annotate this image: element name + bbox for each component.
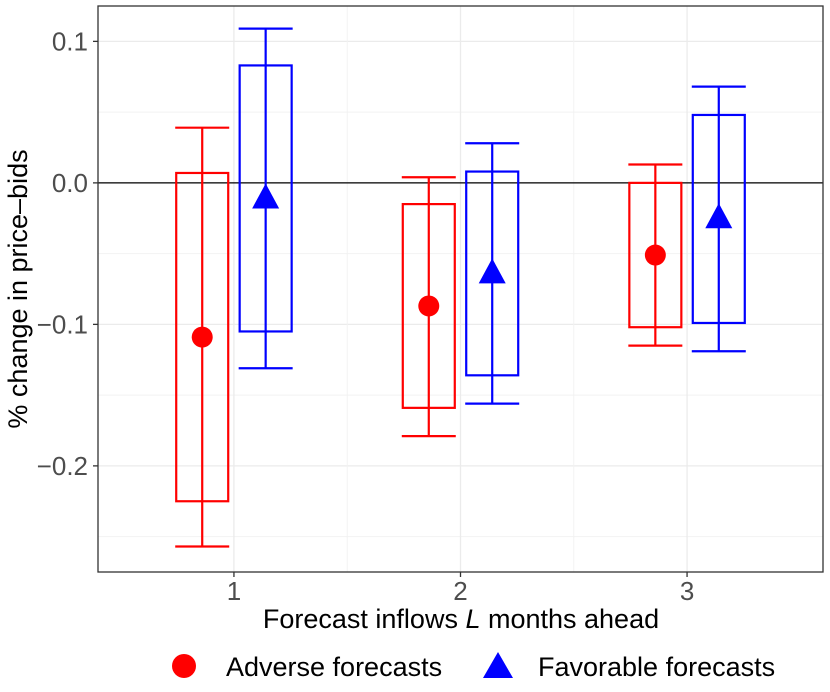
- interval-box: [238, 64, 293, 333]
- chart-marks: [175, 27, 746, 548]
- y-axis-title: % change in price–bids: [3, 149, 33, 428]
- data-group: [238, 27, 293, 370]
- estimate-point-circle: [418, 295, 440, 317]
- x-axis-title: Forecast inflows L months ahead: [263, 604, 659, 634]
- data-group: [628, 163, 683, 347]
- y-tick-label: −0.1: [37, 309, 88, 339]
- interval-box: [628, 181, 683, 329]
- y-axis: −0.2 −0.1 0.0 0.1: [37, 26, 98, 481]
- data-group: [401, 176, 456, 438]
- interval-box: [175, 171, 230, 503]
- interval-box: [691, 113, 746, 325]
- estimate-point-circle: [191, 326, 213, 348]
- estimate-point-circle: [644, 244, 666, 266]
- grid: [98, 6, 823, 572]
- x-axis: 1 2 3: [227, 572, 694, 606]
- data-group: [691, 85, 746, 353]
- data-group: [465, 142, 520, 405]
- estimate-point-triangle: [478, 258, 506, 284]
- x-tick-label: 3: [680, 576, 694, 606]
- legend-circle-icon: [172, 654, 196, 678]
- legend-triangle-icon: [483, 652, 513, 678]
- interval-box: [465, 170, 520, 377]
- x-tick-label: 1: [227, 576, 241, 606]
- x-tick-label: 2: [453, 576, 467, 606]
- estimate-point-triangle: [252, 183, 280, 209]
- y-tick-label: 0.0: [52, 168, 88, 198]
- legend-label-adverse: Adverse forecasts: [226, 652, 442, 682]
- legend: Adverse forecasts Favorable forecasts: [172, 652, 775, 682]
- legend-label-favorable: Favorable forecasts: [538, 652, 775, 682]
- interval-box: [401, 203, 456, 409]
- data-group: [175, 126, 230, 548]
- y-tick-label: −0.2: [37, 451, 88, 481]
- y-tick-label: 0.1: [52, 26, 88, 56]
- estimate-point-triangle: [705, 203, 733, 229]
